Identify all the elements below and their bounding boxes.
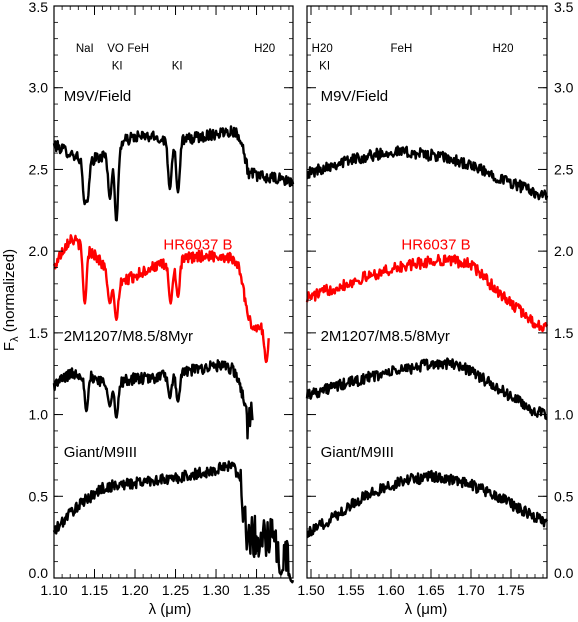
y-tick-label: 1.0 — [29, 407, 49, 423]
series-label: HR6037 B — [401, 237, 470, 254]
series-label: 2M1207/M8.5/8Myr — [64, 328, 193, 345]
y-tick-label: 2.0 — [554, 243, 574, 259]
x-tick-label: 1.10 — [40, 582, 67, 598]
y-tick-label: 0.0 — [29, 565, 49, 581]
y-tick-label: 1.5 — [554, 325, 574, 341]
feature-label: H20 — [492, 43, 513, 55]
x-tick-label: 1.15 — [81, 582, 108, 598]
x-axis-label-right: λ (μm) — [405, 601, 448, 618]
spectrum-line — [52, 234, 270, 364]
plot-frame — [306, 5, 548, 579]
x-tick-label: 1.25 — [162, 582, 189, 598]
spectrum-line — [52, 125, 295, 222]
feature-label: FeH — [391, 43, 413, 55]
x-tick-label: 1.70 — [457, 582, 484, 598]
feature-label: H20 — [312, 43, 333, 55]
y-tick-label: 1.0 — [554, 407, 574, 423]
y-tick-label: 3.5 — [29, 0, 49, 15]
x-tick-label: 1.20 — [121, 582, 148, 598]
x-axis-label-left: λ (μm) — [149, 601, 192, 618]
spectrum-line — [306, 469, 549, 539]
series-label: M9V/Field — [64, 88, 132, 105]
feature-label: KI — [319, 61, 330, 73]
x-tick-label: 1.65 — [417, 582, 444, 598]
plot-frame — [53, 5, 294, 579]
y-axis-label-subscript: λ — [9, 336, 21, 342]
spectrum-line — [305, 357, 548, 421]
x-tick-label: 1.60 — [377, 582, 404, 598]
series-label: Giant/M9III — [64, 444, 137, 461]
series-label: Giant/M9III — [321, 444, 394, 461]
feature-label: NaI — [76, 43, 94, 55]
spectrum-line — [52, 359, 254, 440]
y-tick-label: 2.5 — [554, 161, 574, 177]
series-label: M9V/Field — [321, 88, 389, 105]
y-tick-label: 0.5 — [554, 488, 574, 504]
feature-label: KI — [112, 61, 123, 73]
x-tick-label: 1.50 — [297, 582, 324, 598]
spectrum-line — [306, 145, 549, 201]
x-tick-label: 1.30 — [202, 582, 229, 598]
x-tick-label: 1.75 — [497, 582, 524, 598]
x-tick-label: 1.55 — [337, 582, 364, 598]
series-label: 2M1207/M8.5/8Myr — [321, 328, 450, 345]
y-tick-label: 3.0 — [29, 80, 49, 96]
y-tick-label: 1.5 — [29, 325, 49, 341]
series-label: HR6037 B — [163, 237, 232, 254]
left-panel: M9V/Field HR6037 B 2M1207/M8.5/8Myr Giant/M… — [29, 0, 295, 598]
y-tick-label: 0.5 — [29, 488, 49, 504]
y-axis-label-main: F — [1, 342, 18, 351]
y-tick-label: 3.0 — [554, 80, 574, 96]
y-axis-label-rest: (normalized) — [1, 249, 18, 337]
y-tick-label: 3.5 — [554, 0, 574, 15]
feature-label: KI — [172, 61, 183, 73]
y-axis-label: Fλ (normalized) — [1, 249, 21, 351]
right-panel: M9V/Field HR6037 B 2M1207/M8.5/8Myr Giant/M… — [297, 0, 573, 598]
spectrum-line — [52, 460, 295, 584]
y-tick-label: 2.0 — [29, 243, 49, 259]
spectrum-line — [305, 253, 549, 333]
feature-label: VO — [107, 43, 124, 55]
feature-label: FeH — [127, 43, 149, 55]
y-tick-label: 0.0 — [554, 565, 574, 581]
x-tick-label: 1.35 — [243, 582, 270, 598]
y-tick-label: 2.5 — [29, 161, 49, 177]
feature-label: H20 — [254, 43, 275, 55]
